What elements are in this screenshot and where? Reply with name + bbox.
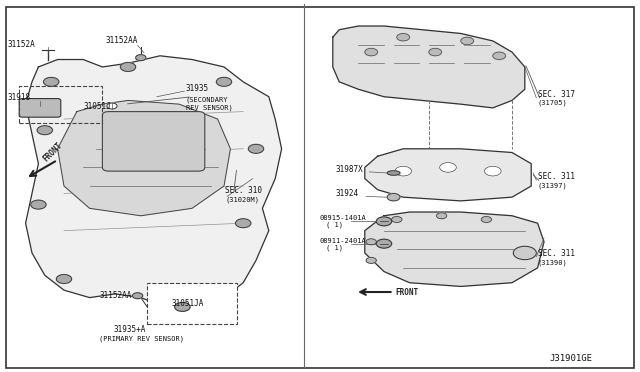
Polygon shape [365, 212, 544, 286]
Text: 31935: 31935 [186, 84, 209, 93]
Text: 08911-2401A: 08911-2401A [320, 238, 367, 244]
Text: (SECONDARY: (SECONDARY [186, 96, 228, 103]
Text: SEC. 317: SEC. 317 [538, 90, 575, 99]
Circle shape [366, 239, 376, 245]
Text: J31901GE: J31901GE [549, 354, 592, 363]
Text: FRONT: FRONT [42, 141, 64, 164]
Circle shape [481, 217, 492, 222]
Text: FRONT: FRONT [396, 288, 419, 296]
Text: ( 1): ( 1) [326, 244, 343, 251]
Bar [147, 283, 237, 324]
Circle shape [136, 55, 146, 61]
Circle shape [184, 286, 200, 295]
Circle shape [484, 166, 501, 176]
Circle shape [132, 293, 143, 299]
Circle shape [216, 77, 232, 86]
Circle shape [236, 219, 251, 228]
Text: 31935+A: 31935+A [114, 325, 147, 334]
Circle shape [387, 193, 400, 201]
Text: ( 1): ( 1) [326, 222, 343, 228]
Circle shape [376, 217, 392, 226]
Text: 31987X: 31987X [336, 165, 364, 174]
Text: 31051JA: 31051JA [172, 299, 204, 308]
Circle shape [397, 33, 410, 41]
Text: 31924: 31924 [336, 189, 359, 198]
Circle shape [436, 213, 447, 219]
Text: (31020M): (31020M) [225, 197, 259, 203]
Text: 31051J: 31051J [83, 102, 111, 110]
Circle shape [392, 217, 402, 222]
Circle shape [44, 77, 59, 86]
Text: 31152AA: 31152AA [106, 36, 138, 45]
Polygon shape [365, 149, 531, 201]
Circle shape [248, 144, 264, 153]
Text: 08915-1401A: 08915-1401A [320, 215, 367, 221]
Text: (31705): (31705) [538, 100, 567, 106]
Polygon shape [58, 100, 230, 216]
Circle shape [440, 163, 456, 172]
Circle shape [429, 48, 442, 56]
Text: 31152A: 31152A [8, 39, 35, 48]
Text: (31390): (31390) [538, 259, 567, 266]
Circle shape [366, 257, 376, 263]
Polygon shape [333, 26, 525, 108]
Circle shape [120, 62, 136, 71]
Circle shape [395, 166, 412, 176]
Ellipse shape [387, 171, 400, 175]
Circle shape [376, 239, 392, 248]
Text: (PRIMARY REV SENSOR): (PRIMARY REV SENSOR) [99, 336, 184, 342]
Polygon shape [26, 56, 282, 312]
Circle shape [513, 246, 536, 260]
Text: 31152AA: 31152AA [99, 291, 132, 299]
Circle shape [365, 48, 378, 56]
FancyBboxPatch shape [19, 99, 61, 117]
Circle shape [461, 37, 474, 45]
Circle shape [175, 302, 190, 311]
Text: SEC. 310: SEC. 310 [225, 186, 262, 195]
Text: (31397): (31397) [538, 183, 567, 189]
FancyBboxPatch shape [102, 112, 205, 171]
Circle shape [493, 52, 506, 60]
Text: SEC. 311: SEC. 311 [538, 249, 575, 258]
Bar [19, 86, 102, 123]
Text: SEC. 311: SEC. 311 [538, 172, 575, 181]
Circle shape [107, 103, 117, 109]
Circle shape [37, 126, 52, 135]
Circle shape [31, 200, 46, 209]
Circle shape [56, 275, 72, 283]
Text: REV SENSOR): REV SENSOR) [186, 105, 232, 111]
Text: 31918: 31918 [8, 93, 31, 102]
